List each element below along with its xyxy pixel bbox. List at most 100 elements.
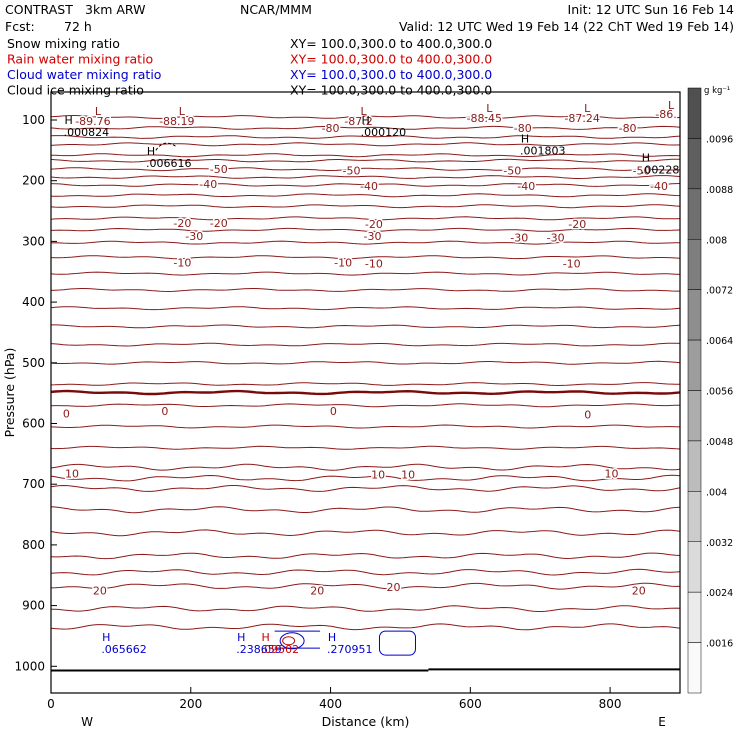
temperature-contour [51,324,680,329]
colorbar-swatch [687,491,702,543]
contour-label: -30 [510,231,528,244]
contour-label: -89.76 [75,115,110,128]
extremum-value: .270951 [327,643,373,656]
extremum-marker: H [102,631,110,644]
temperature-contour [51,204,680,209]
contour-label: -40 [199,178,217,191]
y-tick-label: 1000 [14,659,45,673]
extremum-marker: H [262,631,270,644]
y-tick-label: 100 [22,113,45,127]
x-tick-label: 400 [319,697,342,711]
contour-label: 10 [65,467,79,480]
colorbar-tick-label: .0048 [706,437,733,448]
contour-label: -40 [360,180,378,193]
contour-label: -20 [365,218,383,231]
colorbar-tick-label: .008 [706,235,727,246]
init-time: Init: 12 UTC Sun 16 Feb 14 [568,2,734,17]
extremum-value: .238659 [236,643,282,656]
forecast-value: 72 h [64,19,92,34]
contour-label: -40 [517,180,535,193]
x-tick-label: 200 [179,697,202,711]
y-tick-label: 800 [22,538,45,552]
colorbar-swatch [687,440,702,492]
temperature-contour [51,175,680,179]
temperature-contour [51,382,680,387]
temperature-contour [51,227,680,232]
east-label: E [658,715,666,729]
contour-label: -50 [633,165,651,178]
contour-label: -10 [365,257,383,270]
forecast-label: Fcst: [5,19,35,34]
contour-label: -20 [568,218,586,231]
extremum-value: .002285 [641,163,687,176]
colorbar-tick-label: .0016 [706,639,733,650]
rain-water-contour [282,636,296,646]
temperature-contour [51,403,680,408]
legend-entry-section: XY= 100.0,300.0 to 400.0,300.0 [290,36,492,51]
contour-label: -30 [547,231,565,244]
legend-entry-name: Rain water mixing ratio [7,52,153,67]
contour-label: -86. [655,108,676,121]
contour-label: -88.45 [467,112,502,125]
colorbar-tick-label: .0056 [706,387,733,398]
snow-contour [155,142,177,151]
contour-label: -10 [334,256,352,269]
contour-label: -50 [503,165,521,178]
model-name: CONTRAST [5,2,73,17]
colorbar: .0096 .0088 .008 .0072 .0064 .0056 .0048 .004 .0… [687,86,733,694]
grid-resolution: 3km ARW [85,2,145,17]
contour-label: -10 [173,256,191,269]
temperature-contour [51,306,680,311]
colorbar-swatch [687,239,702,290]
extremum-marker: H [642,151,650,164]
y-tick-label: 500 [22,356,45,370]
extremum-marker: H [361,114,369,127]
x-tick-label: 0 [47,697,55,711]
temperature-contour [51,506,680,514]
temperature-contour [51,582,680,590]
contour-label: 10 [605,467,619,480]
west-label: W [81,715,93,729]
cloud-water-contour [378,630,416,656]
temperature-contour [51,255,680,260]
temperature-contour [51,568,680,576]
contour-label: 0 [63,407,70,420]
extremum-marker: L [584,102,591,115]
colorbar-tick-label: .004 [706,487,727,498]
temperature-contour [51,115,680,119]
contour-label: -87.24 [564,112,599,125]
contour-label: -30 [364,230,382,243]
colorbar-swatch [687,87,702,139]
extremum-marker: L [360,105,367,118]
temperature-contour [51,474,680,482]
temperature-contour [51,463,680,471]
temperature-contour [51,342,680,347]
temperature-contour [51,142,680,147]
temperature-contour [51,183,680,187]
x-tick-label: 600 [459,697,482,711]
contour-label: -80 [514,122,532,135]
extremum-marker: L [179,105,186,118]
colorbar-tick-label: .0072 [706,286,733,297]
temperature-contour [51,529,680,537]
header: CONTRAST 3km ARW NCAR/MMM Init: 12 UTC S… [5,2,734,34]
colorbar-swatch [687,339,702,391]
temperature-contour [51,424,680,429]
temperature-contour [51,484,680,492]
y-tick-label: 300 [22,234,45,248]
colorbar-tick-label: .0096 [706,134,733,145]
extremum-marker: H [237,631,245,644]
extremum-marker: L [486,102,493,115]
axes: 0 200 400 600 800100200300400500600700800900… [2,91,681,729]
temperature-contour [51,552,680,560]
extremum-value: .09502 [261,643,300,656]
colorbar-swatch [687,390,702,442]
temperature-contour [51,360,680,365]
plot-area: -89.76 -88.19 -87.2 -88.45 -87.24 -86. -80 -80 -… [51,99,687,672]
legend-entry-section: XY= 100.0,300.0 to 400.0,300.0 [290,67,492,82]
contour-label: -50 [210,163,228,176]
extremum-marker: L [95,105,102,118]
extremum-value: .000824 [64,126,110,139]
plot-inner: -89.76 -88.19 -87.2 -88.45 -87.24 -86. -80 -80 -… [51,99,687,672]
